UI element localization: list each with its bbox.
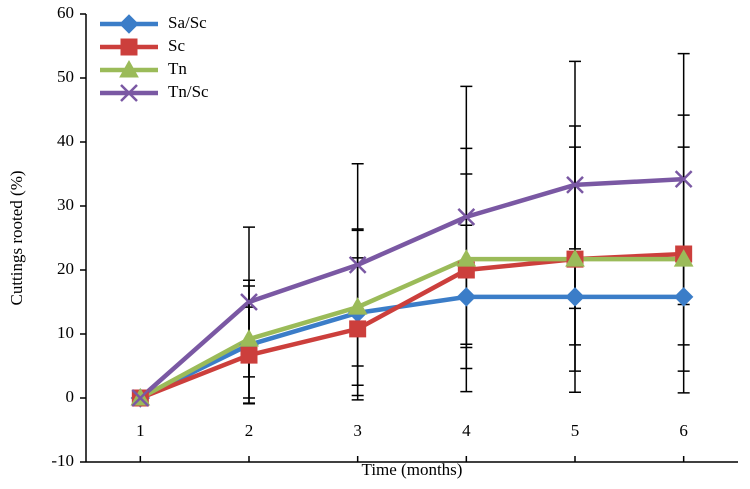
legend-label: Sc: [168, 36, 185, 55]
marker: [349, 320, 367, 338]
y-tick-label: 60: [57, 3, 74, 22]
marker: [673, 287, 694, 307]
legend-label: Tn/Sc: [168, 82, 209, 101]
x-tick-label: 5: [571, 421, 580, 440]
marker: [457, 207, 476, 226]
marker: [456, 249, 477, 267]
legend-label: Tn: [168, 59, 187, 78]
x-tick-label: 1: [136, 421, 145, 440]
legend-label: Sa/Sc: [168, 13, 207, 32]
marker: [119, 14, 139, 34]
marker: [131, 389, 150, 407]
y-tick-label: 20: [57, 259, 74, 278]
marker: [239, 329, 259, 347]
y-tick-label: 0: [66, 387, 75, 406]
marker: [347, 297, 368, 315]
marker: [674, 170, 693, 189]
marker: [120, 38, 138, 56]
x-tick-label: 2: [245, 421, 254, 440]
y-tick-label: 40: [57, 131, 74, 150]
y-axis-label: Cuttings rooted (%): [7, 170, 26, 305]
marker: [120, 84, 138, 102]
x-axis-label: Time (months): [362, 460, 463, 479]
y-tick-label: 50: [57, 67, 74, 86]
y-tick-label: -10: [51, 451, 74, 470]
marker: [348, 255, 367, 274]
y-tick-label: 30: [57, 195, 74, 214]
x-tick-label: 4: [462, 421, 471, 440]
marker: [240, 346, 258, 364]
marker: [119, 59, 139, 78]
marker: [240, 293, 258, 311]
marker: [673, 249, 694, 267]
series-line: [139, 294, 684, 401]
x-tick-label: 3: [353, 421, 362, 440]
series-line: [138, 176, 684, 400]
marker: [566, 175, 584, 194]
marker: [565, 249, 585, 267]
marker: [565, 287, 585, 307]
marker: [456, 287, 477, 307]
y-tick-label: 10: [57, 323, 74, 342]
series-line: [139, 256, 684, 400]
x-tick-label: 6: [679, 421, 688, 440]
